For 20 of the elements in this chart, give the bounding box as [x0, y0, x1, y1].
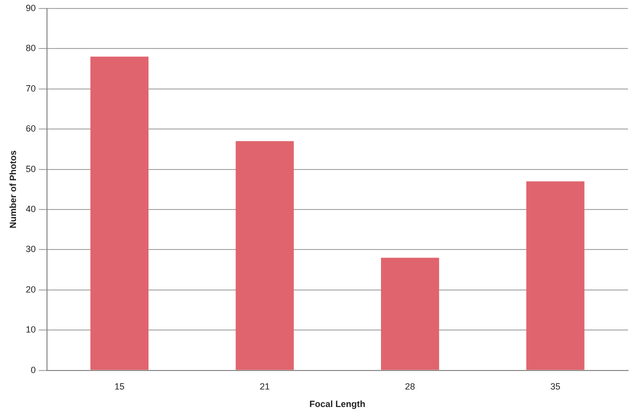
- bar: [236, 141, 294, 370]
- y-tick-label: 20: [26, 284, 36, 294]
- bar: [380, 258, 440, 370]
- x-tick-label: 21: [260, 381, 270, 392]
- y-tick-label: 40: [26, 204, 36, 214]
- y-tick-label: 90: [26, 2, 36, 13]
- y-axis-title: Number of Photos: [8, 150, 18, 228]
- y-tick-label: 70: [26, 83, 36, 94]
- y-tick-label: 30: [26, 244, 36, 254]
- bar: [526, 181, 584, 370]
- x-tick-label: 35: [550, 381, 560, 392]
- x-tick-label: 28: [405, 381, 416, 392]
- y-tick-label: 0: [30, 364, 36, 375]
- y-tick-label: 60: [26, 124, 36, 134]
- x-axis-title: Focal Length: [309, 399, 366, 410]
- bar: [90, 56, 149, 370]
- y-tick-label: 80: [26, 43, 36, 54]
- x-tick-label: 15: [114, 381, 124, 392]
- y-tick-label: 50: [26, 164, 36, 174]
- y-tick-label: 10: [26, 324, 36, 335]
